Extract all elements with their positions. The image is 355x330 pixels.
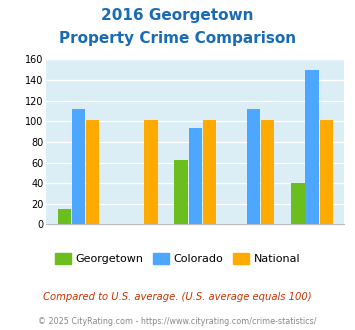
Bar bbox=[58, 209, 71, 224]
Bar bbox=[144, 120, 158, 224]
Text: Compared to U.S. average. (U.S. average equals 100): Compared to U.S. average. (U.S. average … bbox=[43, 292, 312, 302]
Bar bbox=[189, 128, 202, 224]
Bar bbox=[261, 120, 274, 224]
Text: © 2025 CityRating.com - https://www.cityrating.com/crime-statistics/: © 2025 CityRating.com - https://www.city… bbox=[38, 317, 317, 326]
Legend: Georgetown, Colorado, National: Georgetown, Colorado, National bbox=[50, 248, 305, 268]
Bar bbox=[86, 120, 99, 224]
Bar bbox=[305, 70, 319, 224]
Text: Property Crime Comparison: Property Crime Comparison bbox=[59, 31, 296, 46]
Bar bbox=[291, 183, 305, 224]
Text: 2016 Georgetown: 2016 Georgetown bbox=[101, 8, 254, 23]
Bar bbox=[320, 120, 333, 224]
Bar bbox=[203, 120, 216, 224]
Bar bbox=[175, 160, 188, 224]
Bar bbox=[72, 109, 85, 224]
Bar bbox=[247, 109, 261, 224]
